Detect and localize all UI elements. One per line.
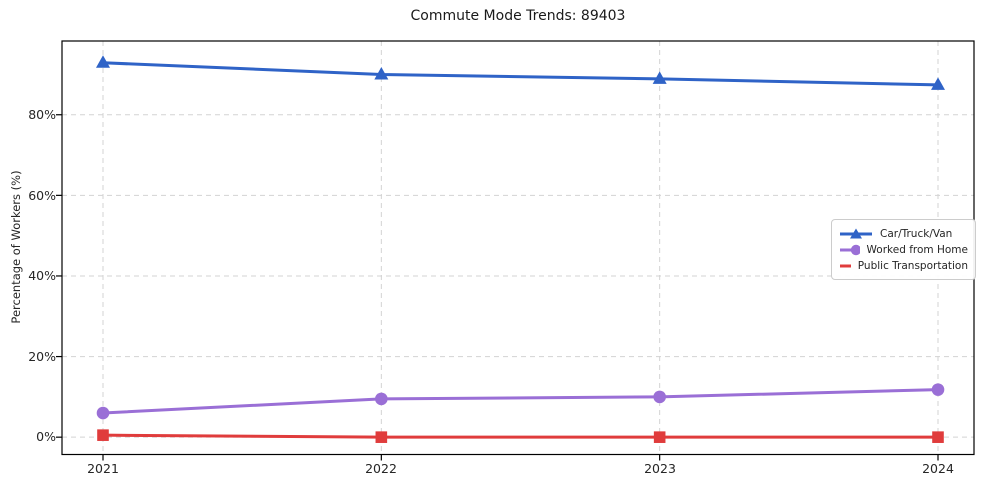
marker-triangle-car-truck-van	[652, 71, 667, 84]
legend-label-worked-from-home: Worked from Home	[866, 243, 968, 256]
marker-circle-worked-from-home	[96, 406, 110, 420]
marker-square-public-transportation	[653, 431, 666, 443]
line-triangle-marker-icon	[840, 228, 872, 238]
legend-entry-public-transportation: Public Transportation	[839, 258, 968, 273]
series-line-car-truck-van	[101, 61, 940, 87]
line-circle-marker-icon	[840, 244, 860, 255]
y-tick-label-0: 0%	[36, 429, 56, 444]
series-line-worked-from-home	[101, 388, 940, 415]
marker-triangle-car-truck-van	[931, 77, 945, 90]
marker-triangle-car-truck-van	[374, 66, 389, 80]
y-tick-label-40: 40%	[28, 268, 56, 283]
marker-triangle-car-truck-van	[96, 55, 110, 68]
legend-entry-car-truck-van: Car/Truck/Van	[839, 226, 968, 241]
x-tick-label-2024: 2024	[922, 461, 954, 476]
y-tick-label-20: 20%	[28, 349, 56, 364]
marker-square-public-transportation	[375, 431, 388, 443]
chart-title: Commute Mode Trends: 89403	[410, 8, 626, 24]
legend-entry-worked-from-home: Worked from Home	[839, 242, 968, 257]
y-tick-label-60: 60%	[28, 188, 56, 203]
series-line-public-transportation	[101, 433, 940, 439]
line-square-marker-icon	[840, 264, 851, 267]
marker-square-public-transportation	[97, 429, 109, 441]
marker-circle-worked-from-home	[653, 390, 666, 404]
legend-label-public-transportation: Public Transportation	[857, 259, 968, 272]
x-tick-label-2023: 2023	[644, 461, 676, 476]
marker-circle-worked-from-home	[931, 383, 945, 396]
marker-square-public-transportation	[932, 431, 944, 443]
legend-label-car-truck-van: Car/Truck/Van	[880, 227, 953, 240]
x-tick-label-2021: 2021	[87, 461, 119, 476]
y-tick-label-80: 80%	[28, 107, 56, 122]
marker-circle-worked-from-home	[375, 392, 388, 406]
legend: Car/Truck/Van Worked from Home Public Tr…	[831, 219, 976, 280]
x-tick-label-2022: 2022	[365, 461, 397, 476]
